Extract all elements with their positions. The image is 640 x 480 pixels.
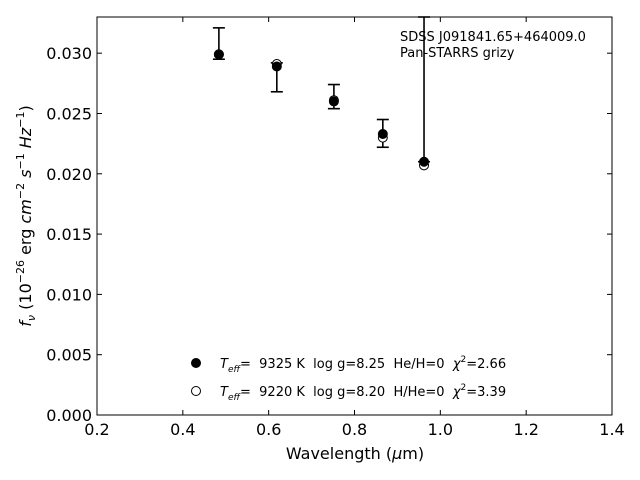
y-tick-label: 0.015	[46, 225, 92, 244]
legend: Teff= 9325 K log g=8.25 He/H=0 χ2=2.66 T…	[191, 355, 506, 403]
y-axis-title: fν (10−26 erg cm−2 s−1 Hz−1)	[14, 105, 38, 326]
data-layer	[212, 16, 431, 171]
y-tick-label: 0.025	[46, 104, 92, 123]
plot-frame	[96, 16, 613, 416]
legend-label-2: Teff= 9220 K log g=8.20 H/He=0 χ2=3.39	[220, 383, 506, 403]
filled-circle-point	[328, 96, 339, 107]
x-tick-label: 0.8	[342, 420, 367, 439]
y-tick-label: 0.030	[46, 44, 92, 63]
x-tick-label: 0.2	[84, 420, 109, 439]
x-tick-label: 1.2	[513, 420, 538, 439]
x-axis-title: Wavelength (μm)	[286, 444, 424, 463]
filled-circle-point	[419, 156, 430, 167]
filled-circle-point	[271, 61, 282, 72]
filled-circle-point	[213, 49, 224, 60]
annotation-line-1: SDSS J091841.65+464009.0	[400, 30, 586, 45]
y-tick-label: 0.010	[46, 285, 92, 304]
legend-marker-open	[191, 386, 201, 396]
legend-marker-filled	[191, 358, 201, 368]
y-tick-label: 0.000	[46, 406, 92, 425]
legend-label-1: Teff= 9325 K log g=8.25 He/H=0 χ2=2.66	[220, 355, 506, 375]
ticks-layer: 0.2 0.4 0.6 0.8 1.0 1.2 1.4 0.000 0.005 0.010 0.01…	[46, 17, 625, 439]
filled-circle-point	[377, 128, 388, 139]
annotation-line-2: Pan-STARRS grizy	[400, 46, 515, 61]
y-tick-label: 0.020	[46, 165, 92, 184]
x-tick-label: 0.4	[170, 420, 195, 439]
x-tick-label: 1.0	[428, 420, 453, 439]
x-tick-label: 1.4	[599, 420, 624, 439]
x-tick-label: 0.6	[256, 420, 281, 439]
y-tick-label: 0.005	[46, 346, 92, 365]
